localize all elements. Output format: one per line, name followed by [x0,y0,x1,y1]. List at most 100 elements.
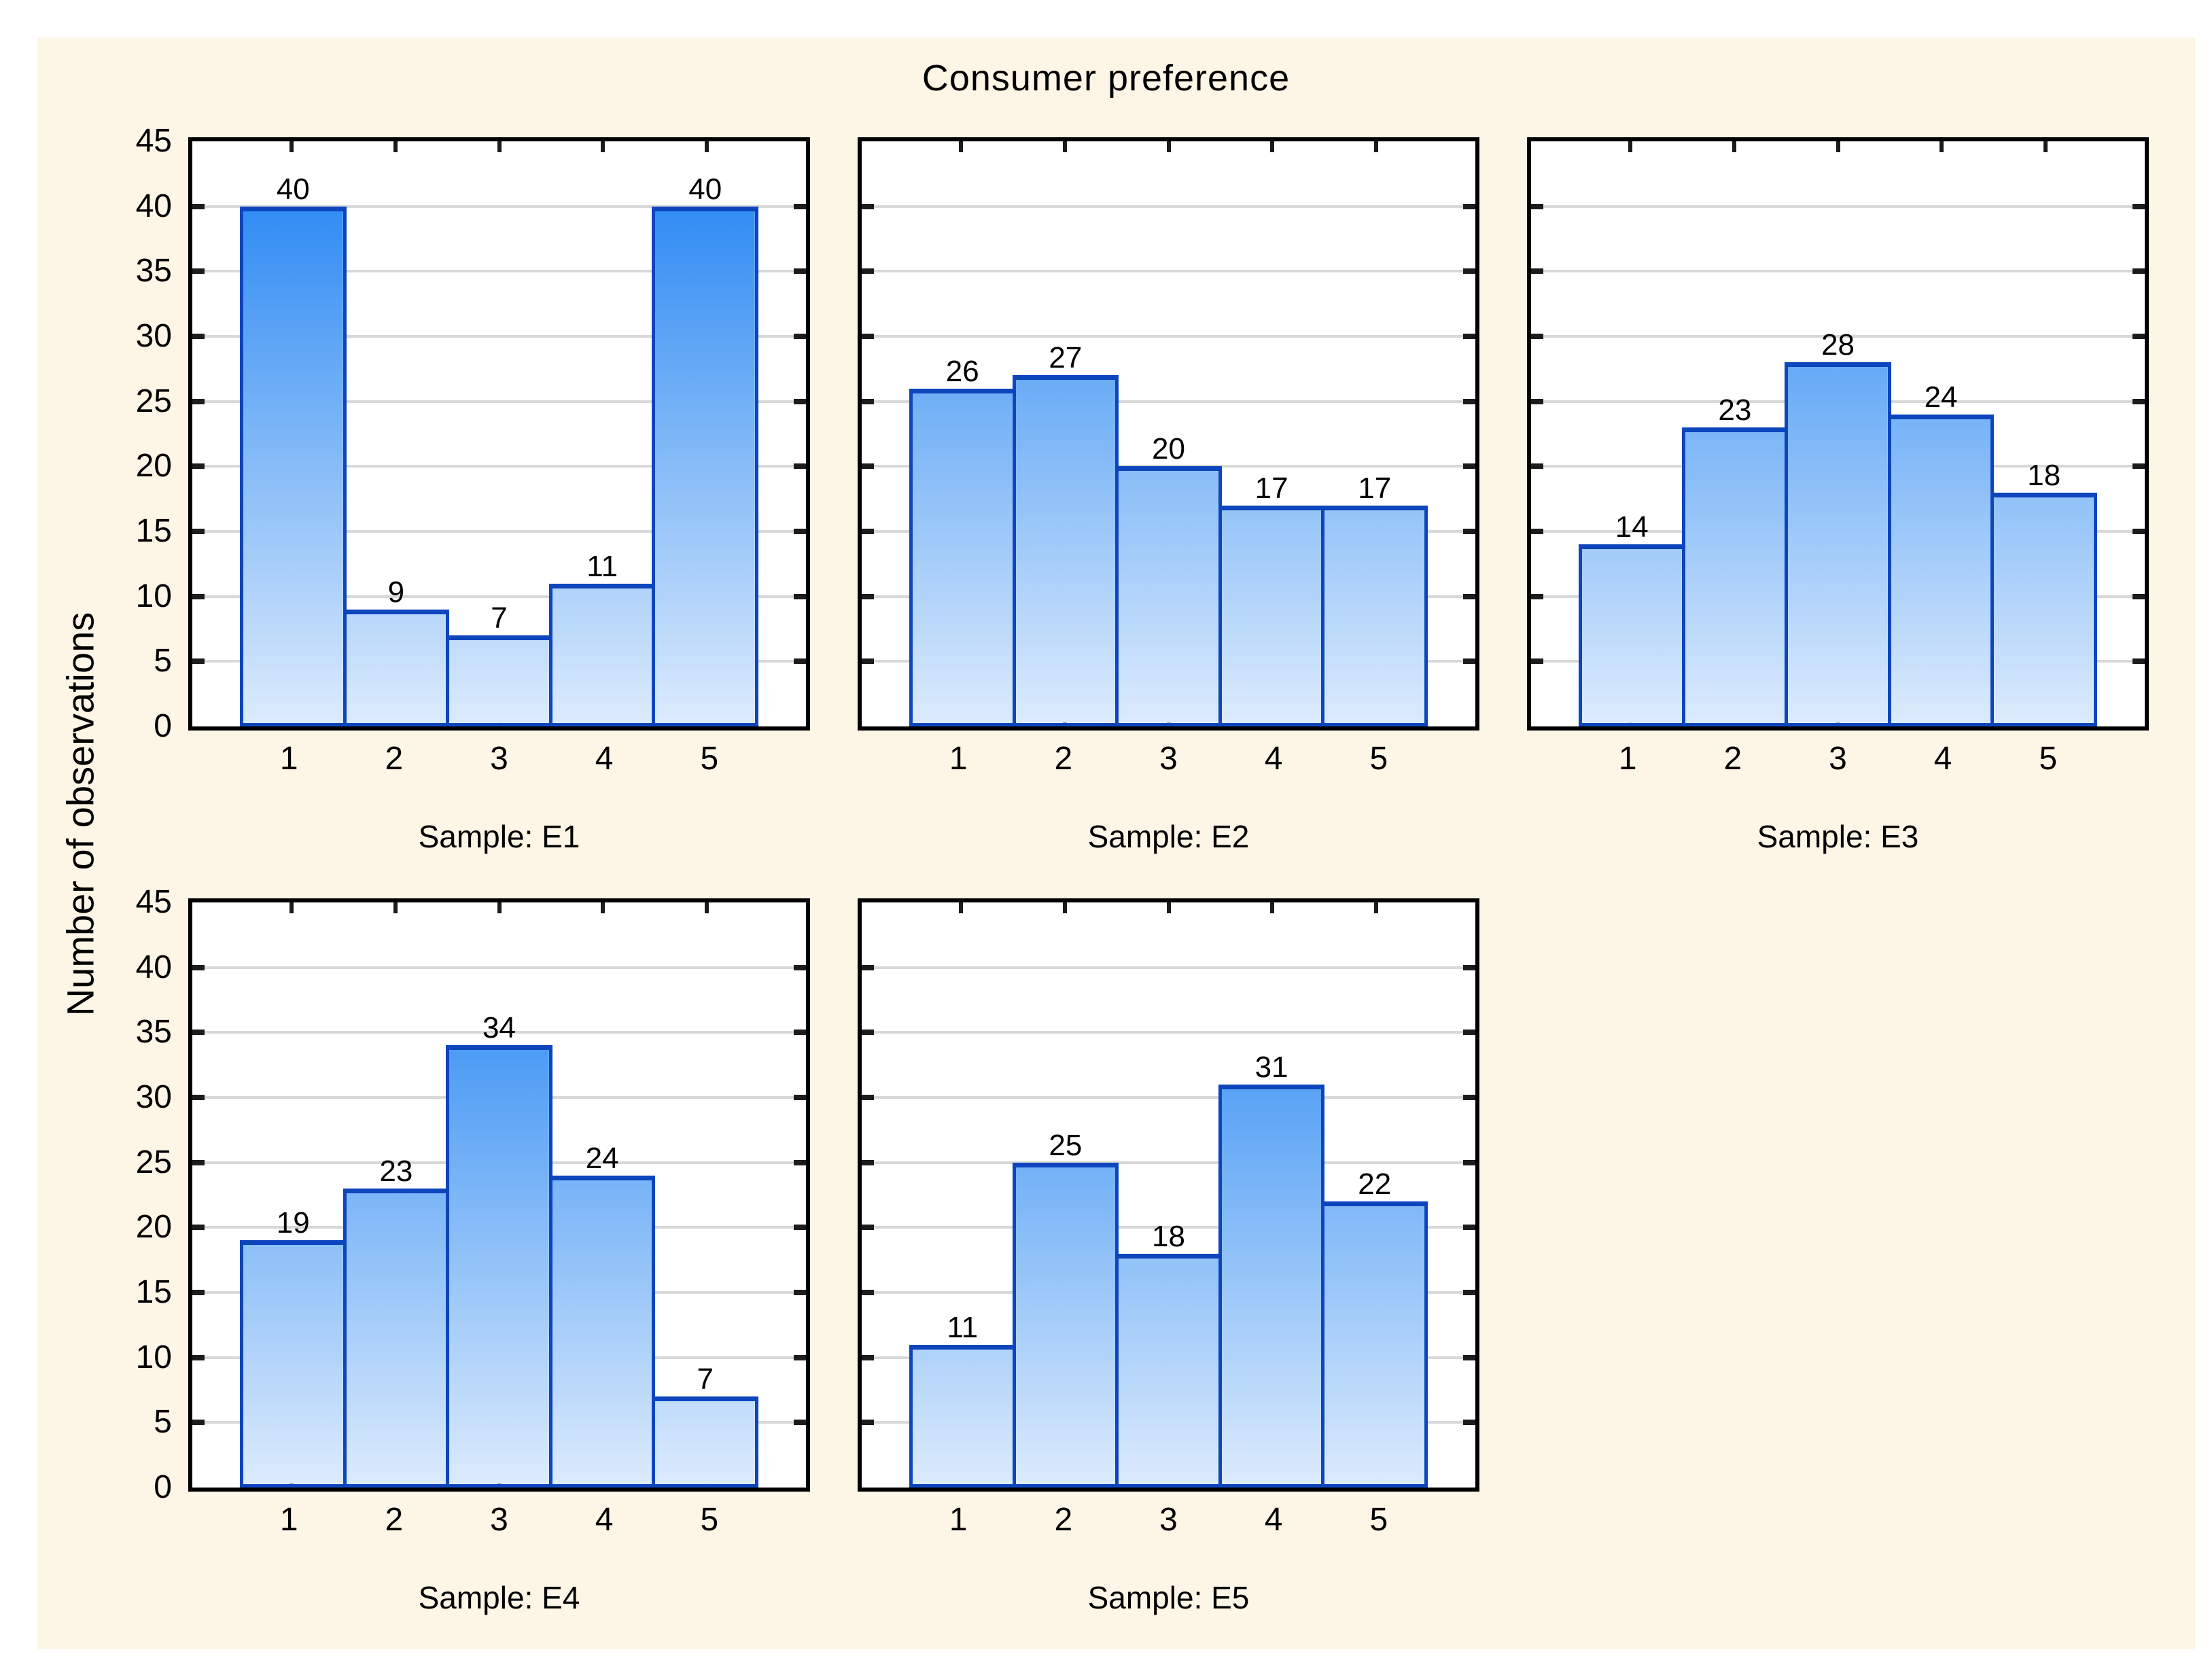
axis-tick [1463,658,1475,665]
category-tick [1270,902,1275,913]
bar-value-label: 17 [1358,471,1392,505]
axis-tick [192,658,205,665]
y-tick-label: 40 [135,188,172,224]
x-tick-label: 4 [595,741,614,777]
axis-tick [862,1290,874,1296]
axis-tick [1463,1030,1475,1036]
gridline [1531,334,2145,340]
x-axis-ticks: 1 2 3 4 5 [858,731,1479,777]
bar-value-label: 11 [586,549,618,583]
gridline [862,203,1475,209]
axis-tick [1531,398,1543,404]
x-tick-label: 2 [1054,1502,1073,1538]
category-tick [497,902,502,913]
bar-value-label: 14 [1615,510,1649,544]
axis-tick [1463,398,1475,404]
gridline [192,593,806,599]
bar-value-label: 17 [1254,471,1288,505]
category-tick [1166,902,1171,913]
bar: 14 [1578,512,1685,726]
axis-tick [862,398,874,404]
axis-tick [2132,203,2145,209]
axis-tick [2132,593,2145,599]
bar: 23 [343,1156,450,1488]
subplot-e2: 26 27 20 17 17 1 2 3 4 5 Sample: E2 [858,137,1479,855]
plot-frame: 14 23 28 24 18 [1527,137,2149,731]
gridline [192,268,806,275]
x-tick-label: 5 [1369,741,1388,777]
axis-tick [794,463,806,470]
x-tick-label: 1 [279,741,298,777]
category-tick [959,141,964,152]
y-tick-label: 0 [154,708,172,744]
axis-tick [794,398,806,404]
category-tick [1373,902,1378,913]
bar: 27 [1012,343,1119,726]
y-tick-label: 15 [135,513,172,550]
category-tick [704,902,709,913]
x-tick-label: 5 [700,741,719,777]
axis-tick [1531,593,1543,599]
bar: 24 [548,1143,656,1488]
axis-tick [1531,203,1543,209]
y-tick-label: 25 [135,383,172,419]
category-tick [959,902,964,913]
axis-tick [192,529,205,535]
axis-tick [862,529,874,535]
x-axis-ticks: 1 2 3 4 5 [1527,731,2149,777]
category-tick [704,141,709,152]
category-tick [1373,141,1378,152]
bars-group: 11 25 18 31 22 [862,902,1475,1488]
bar-value-label: 24 [1924,380,1958,414]
x-tick-label: 4 [1933,741,1952,777]
bar: 11 [909,1312,1016,1488]
axis-tick [1531,529,1543,535]
gridline [192,964,806,970]
category-tick [1166,141,1171,152]
axis-tick [794,268,806,275]
y-tick-label: 30 [135,1079,172,1116]
y-tick-label: 45 [135,123,172,159]
gridline [192,463,806,470]
bar: 17 [1218,473,1325,726]
bar: 20 [1115,434,1222,726]
axis-tick [794,1095,806,1101]
x-tick-label: 2 [1723,741,1742,777]
gridline [1531,268,2145,275]
x-tick-label: 3 [1159,1502,1178,1538]
gridline [192,529,806,535]
subplot-e5: 11 25 18 31 22 1 2 3 4 5 Sample: E5 [858,898,1479,1616]
axis-tick [192,463,205,470]
y-axis-title: Number of observations [58,612,102,1017]
bar-value-label: 40 [688,172,722,206]
category-tick [393,141,398,152]
axis-tick [862,334,874,340]
axis-tick [862,268,874,275]
bar-value-label: 19 [276,1206,310,1240]
bar-value-label: 24 [585,1141,619,1175]
bar-value-label: 31 [1254,1050,1288,1084]
axis-tick [862,1225,874,1231]
axis-tick [2132,334,2145,340]
bar-value-label: 7 [697,1362,714,1396]
bar: 7 [652,1365,759,1488]
x-tick-label: 3 [1159,741,1178,777]
bar: 40 [652,174,759,726]
x-tick-label: 4 [1264,741,1283,777]
sample-label: Sample: E1 [418,818,580,854]
category-tick [1939,141,1944,152]
sample-label: Sample: E4 [418,1579,580,1615]
axis-tick [862,1159,874,1165]
y-tick-label: 30 [135,318,172,355]
category-tick [1062,902,1067,913]
bars-group: 19 23 34 24 7 [192,902,806,1488]
axis-tick [1463,463,1475,470]
category-tick [1062,141,1067,152]
gridline [862,1225,1475,1231]
bars-group: 14 23 28 24 18 [1531,141,2145,726]
y-tick-label: 5 [154,1404,172,1441]
bar: 26 [909,356,1016,726]
y-tick-label: 35 [135,253,172,289]
axis-tick [1463,964,1475,970]
axis-tick [192,1030,205,1036]
